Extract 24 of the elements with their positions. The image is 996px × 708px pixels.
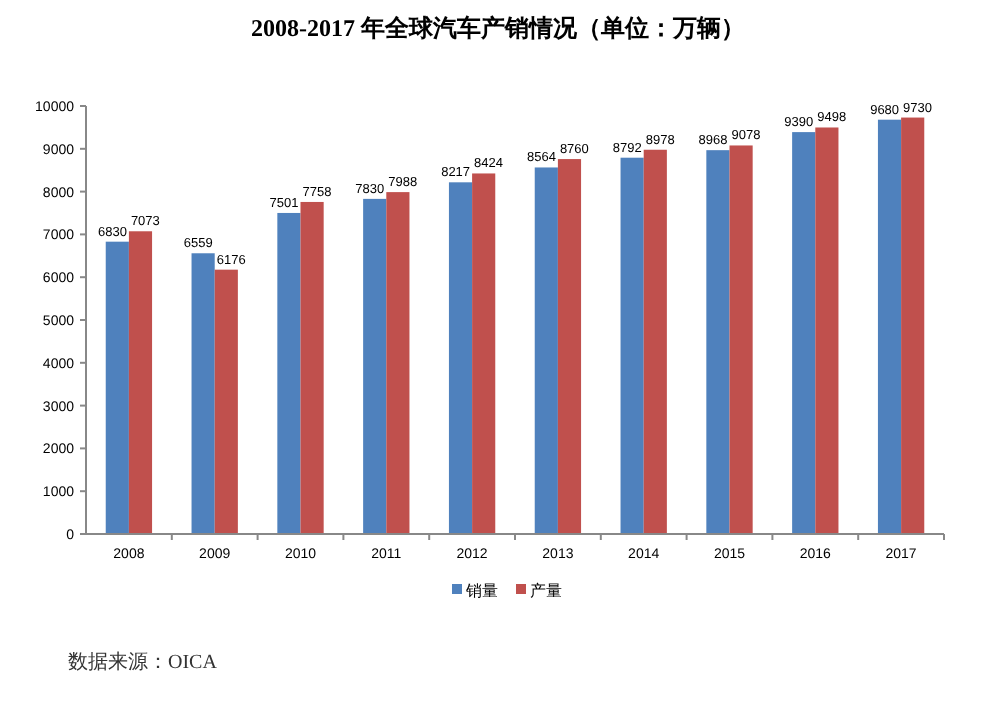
bar	[729, 145, 753, 534]
bar	[620, 157, 644, 534]
source-note: 数据来源：OICA	[68, 650, 219, 674]
legend-label: 产量	[530, 582, 562, 600]
bar	[128, 231, 153, 534]
bar	[534, 167, 558, 534]
bar	[191, 253, 215, 534]
bar	[277, 212, 301, 534]
bar	[448, 182, 473, 534]
bar	[706, 150, 730, 534]
bar	[472, 173, 496, 534]
bar	[901, 117, 925, 534]
bar	[363, 198, 387, 534]
bar	[877, 119, 902, 534]
bar	[557, 159, 582, 534]
bar	[105, 241, 129, 534]
chart-title: 2008-2017 年全球汽车产销情况（单位：万辆）	[251, 14, 745, 42]
legend-label: 销量	[464, 582, 498, 600]
bar	[792, 132, 816, 534]
bar	[643, 149, 667, 534]
bar	[815, 127, 839, 534]
bar	[300, 201, 324, 534]
bar	[386, 192, 410, 534]
bar	[214, 269, 238, 534]
